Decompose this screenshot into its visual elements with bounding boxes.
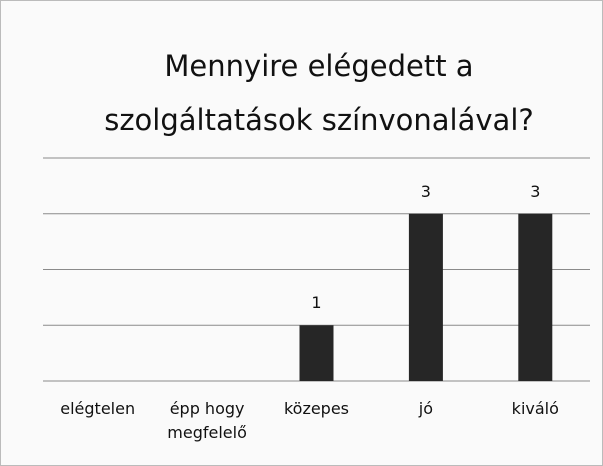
- data-label: 3: [530, 181, 541, 201]
- bar: [518, 213, 553, 381]
- data-label: 3: [420, 181, 431, 201]
- chart-title: Mennyire elégedett a szolgáltatások szín…: [104, 49, 534, 137]
- x-tick-label: kiváló: [511, 399, 559, 418]
- x-tick-label: jó: [418, 399, 433, 418]
- x-tick-label: közepes: [283, 399, 350, 418]
- x-tick-label: épp hogy megfelelő: [167, 399, 247, 442]
- bar: [299, 325, 334, 381]
- bar: [408, 213, 443, 381]
- data-label: 1: [311, 293, 322, 313]
- x-tick-label: elégtelen: [60, 399, 136, 418]
